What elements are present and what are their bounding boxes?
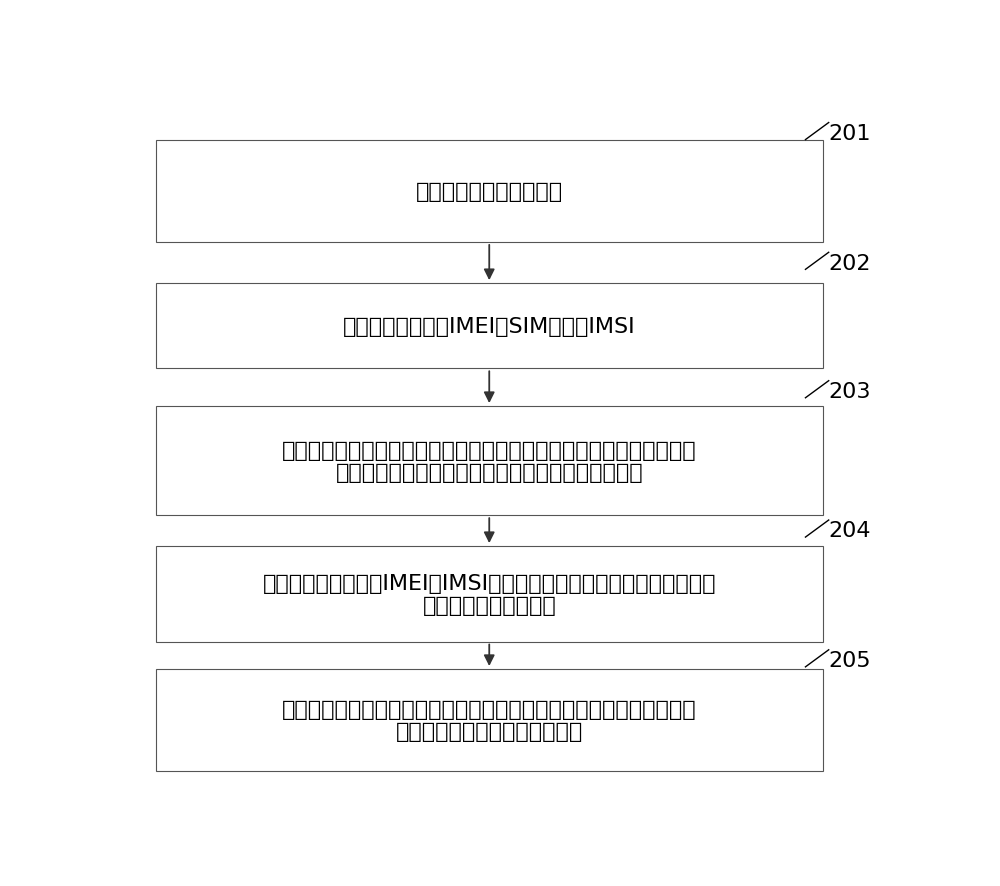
Text: 标能力的支持情况信息: 标能力的支持情况信息	[422, 595, 556, 615]
Bar	[156, 669, 822, 772]
Text: 基站获取终端标识IMEI及SIM卡标识IMSI: 基站获取终端标识IMEI及SIM卡标识IMSI	[343, 316, 636, 337]
Text: 基站根据获得的支持情况信息中包含的其所关心的终端目标能力来对终: 基站根据获得的支持情况信息中包含的其所关心的终端目标能力来对终	[282, 699, 697, 719]
Text: 205: 205	[828, 650, 871, 671]
Text: 基站选取到至少一个目标能力，并基于上述标识信息以及至少一个目标: 基站选取到至少一个目标能力，并基于上述标识信息以及至少一个目标	[282, 440, 697, 460]
Text: 网络侧的数据库根据IMEI和IMSI反馈反馈的所述终端设备的至少一种目: 网络侧的数据库根据IMEI和IMSI反馈反馈的所述终端设备的至少一种目	[262, 573, 716, 594]
Text: 204: 204	[828, 521, 871, 540]
Text: 201: 201	[828, 124, 871, 144]
Text: 端设备进行其能力范围内的操作: 端设备进行其能力范围内的操作	[396, 721, 583, 742]
Text: 202: 202	[828, 253, 871, 273]
Bar	[156, 284, 822, 369]
Text: 终端以基本能力接入网络: 终端以基本能力接入网络	[416, 182, 563, 202]
Text: 能力生成查询信息，发送查询信息至网络侧的数据库: 能力生成查询信息，发送查询信息至网络侧的数据库	[335, 462, 643, 482]
Bar	[156, 547, 822, 641]
Text: 203: 203	[828, 382, 871, 401]
Bar	[156, 407, 822, 516]
Bar	[156, 140, 822, 243]
